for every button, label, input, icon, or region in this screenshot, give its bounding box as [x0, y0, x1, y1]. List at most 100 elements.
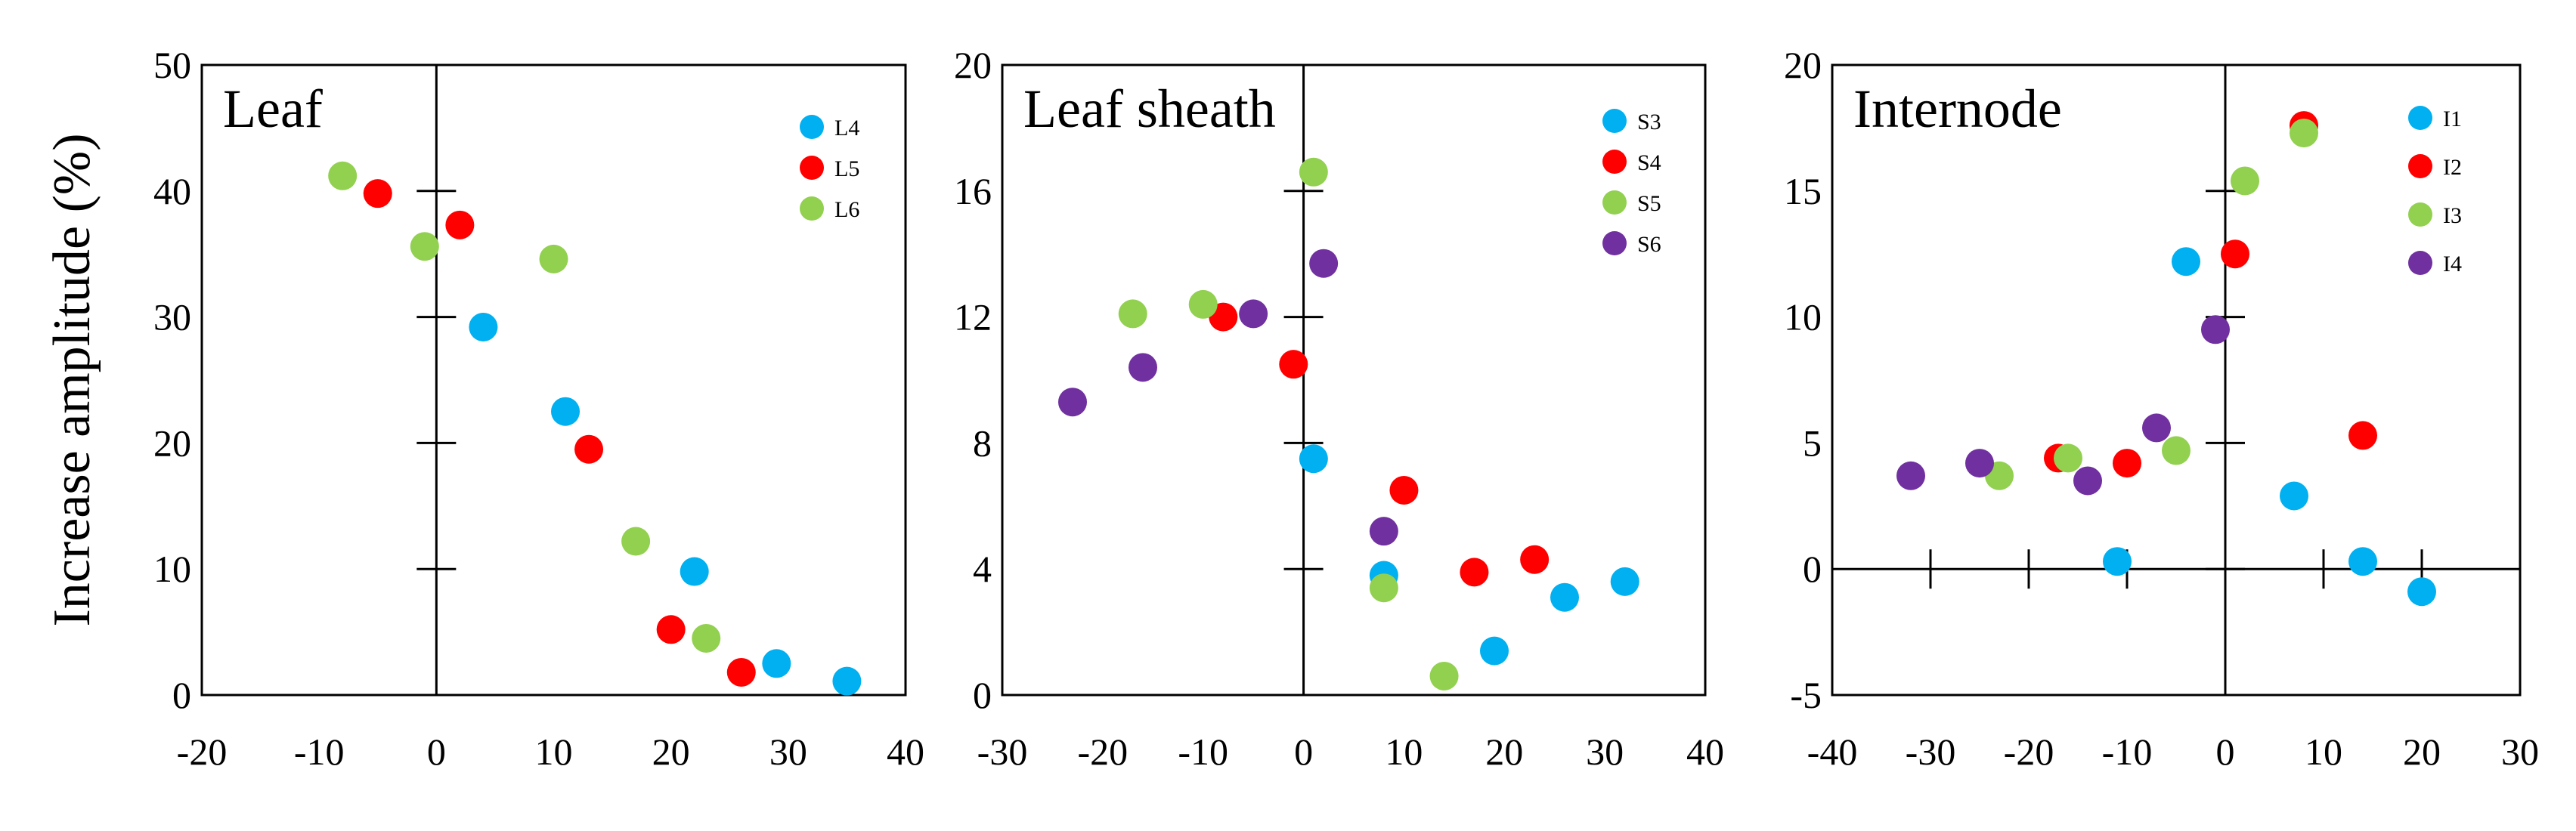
data-point-i2 — [2113, 449, 2141, 478]
data-point-l5 — [363, 179, 392, 209]
data-point-s6 — [1309, 249, 1339, 278]
data-point-s4 — [1279, 350, 1308, 379]
x-tick-label: 0 — [427, 731, 446, 773]
data-point-s5 — [1429, 661, 1459, 690]
y-tick-label: 15 — [1784, 170, 1822, 212]
data-point-s4 — [1389, 475, 1419, 505]
x-tick-label: -40 — [1807, 731, 1858, 773]
legend-marker-s5 — [1602, 190, 1627, 215]
chart-panel-1: -20 -10 0 10 20 30 40 0 10 20 30 40 50 Leaf L4 L5 L6 — [153, 44, 924, 773]
chart-panel-2: -30 -20 -10 0 10 20 30 40 0 4 8 12 16 20 Leaf sheath S3… — [954, 44, 1724, 773]
data-point-s3 — [1299, 444, 1328, 474]
data-point-l6 — [328, 161, 358, 190]
data-point-l4 — [832, 666, 862, 696]
legend-label-s6: S6 — [1637, 232, 1661, 257]
x-tick-label: 20 — [652, 731, 690, 773]
legend-label-l5: L5 — [834, 156, 859, 181]
plot-frame — [1001, 63, 1707, 697]
data-point-i1 — [2172, 247, 2200, 276]
data-point-s5 — [1369, 573, 1398, 603]
x-tick-label: -30 — [977, 731, 1028, 773]
y-tick-label: 12 — [954, 296, 992, 338]
data-point-s6 — [1239, 299, 1268, 329]
legend: L4 L5 L6 — [800, 115, 859, 222]
legend-marker-i4 — [2408, 251, 2432, 275]
data-point-s3 — [1480, 636, 1509, 666]
data-point-l4 — [762, 649, 791, 678]
data-point-i1 — [2280, 481, 2308, 511]
data-point-s5 — [1118, 299, 1147, 329]
legend-label-i3: I3 — [2443, 203, 2462, 228]
x-tick-label: -20 — [177, 731, 228, 773]
data-point-l6 — [621, 527, 651, 556]
data-point-l6 — [692, 623, 721, 653]
x-tick-label: 10 — [535, 731, 573, 773]
legend-label-i1: I1 — [2443, 107, 2462, 131]
data-point-i4 — [2142, 413, 2171, 443]
plot-frame — [200, 63, 907, 697]
x-tick-label: 30 — [1586, 731, 1624, 773]
legend: I1 I2 I3 I4 — [2408, 106, 2462, 276]
data-point-l5 — [656, 615, 686, 644]
panel-title: Leaf — [223, 79, 323, 139]
data-point-s3 — [1610, 567, 1639, 596]
x-tick-label: 30 — [2501, 731, 2539, 773]
legend-label-l6: L6 — [834, 197, 859, 222]
x-tick-label: 0 — [1294, 731, 1313, 773]
x-tick-label: 20 — [2403, 731, 2441, 773]
data-point-i4 — [1896, 461, 1925, 490]
y-tick-label: 0 — [1803, 548, 1822, 590]
data-point-s6 — [1369, 517, 1398, 546]
data-point-l4 — [680, 557, 709, 586]
data-point-l4 — [551, 397, 581, 426]
x-tick-label: -20 — [1078, 731, 1129, 773]
data-point-s3 — [1550, 582, 1579, 612]
y-tick-label: 4 — [973, 548, 992, 590]
data-point-i2 — [2348, 421, 2377, 450]
legend-marker-i1 — [2408, 106, 2432, 130]
y-tick-label: 40 — [153, 170, 191, 212]
y-tick-label: 20 — [1784, 44, 1822, 86]
data-point-s5 — [1188, 289, 1218, 319]
panel-title: Internode — [1853, 79, 2062, 139]
legend-label-s5: S5 — [1637, 191, 1661, 216]
data-point-l4 — [469, 312, 498, 341]
x-tick-label: 30 — [769, 731, 807, 773]
x-tick-label: 40 — [1686, 731, 1724, 773]
data-point-i3 — [2231, 166, 2259, 196]
legend-marker-s4 — [1602, 150, 1627, 174]
data-point-i4 — [2073, 466, 2102, 496]
legend: S3 S4 S5 S6 — [1602, 109, 1661, 257]
legend-label-l4: L4 — [834, 116, 859, 141]
data-point-s6 — [1129, 353, 1157, 382]
data-point-l5 — [574, 434, 604, 464]
data-point-i3 — [2290, 119, 2318, 148]
legend-label-i2: I2 — [2443, 155, 2462, 180]
data-point-i2 — [2221, 239, 2249, 269]
y-tick-label: 30 — [153, 296, 191, 338]
y-tick-label: 0 — [973, 674, 992, 716]
data-point-l5 — [726, 657, 756, 687]
data-point-l5 — [445, 210, 475, 239]
panel-title: Leaf sheath — [1023, 79, 1276, 139]
x-tick-label: -10 — [294, 731, 345, 773]
data-point-l6 — [539, 244, 568, 273]
y-axis-label: Increase amplitude (%) — [43, 133, 101, 626]
data-point-i4 — [2201, 315, 2230, 344]
legend-label-i4: I4 — [2443, 252, 2462, 276]
y-tick-label: 20 — [954, 44, 992, 86]
y-tick-label: 8 — [973, 422, 992, 464]
legend-marker-l6 — [800, 196, 824, 221]
x-tick-label: 10 — [2305, 731, 2342, 773]
legend-label-s3: S3 — [1637, 110, 1661, 134]
data-point-s6 — [1058, 388, 1087, 417]
data-point-i1 — [2103, 547, 2132, 576]
legend-marker-l4 — [800, 115, 824, 139]
y-tick-label: 50 — [153, 44, 191, 86]
y-tick-label: 20 — [153, 422, 191, 464]
y-tick-label: 10 — [153, 548, 191, 590]
plot-frame — [1831, 63, 2522, 697]
x-tick-label: -20 — [2004, 731, 2054, 773]
x-tick-label: 0 — [2216, 731, 2235, 773]
